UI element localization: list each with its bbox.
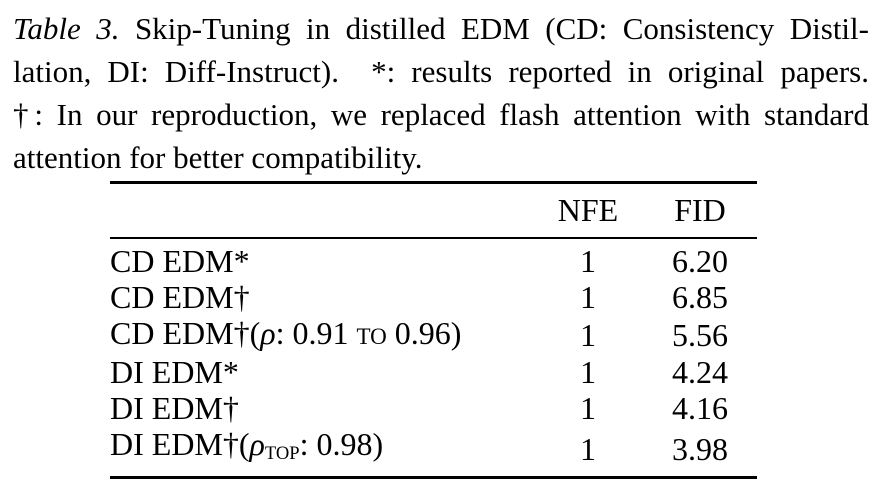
table-row: DI EDM†(ρTOP: 0.98) 1 3.98 — [110, 426, 757, 478]
method-segment: DI EDM* — [110, 354, 239, 390]
method-segment: : 0.98) — [299, 426, 384, 462]
method-cell: CD EDM* — [110, 238, 533, 279]
method-segment: : 0.91 — [275, 315, 357, 351]
results-table: NFE FID CD EDM* 1 6.20 CD EDM† 1 6.85 CD EDM†(… — [110, 181, 757, 480]
nfe-cell: 1 — [580, 279, 596, 315]
method-segment: DI EDM† — [110, 390, 239, 426]
caption-table-number: Table 3. — [13, 11, 120, 46]
method-segment: CD EDM†( — [110, 315, 261, 351]
fid-cell: 5.56 — [672, 316, 728, 353]
table-caption: Table 3. Skip-Tuning in distilled EDM (C… — [13, 7, 869, 179]
table-row: CD EDM†(ρ: 0.91 TO 0.96) 1 5.56 — [110, 315, 757, 354]
caption-text: Skip-Tuning in distilled EDM (CD: Consis… — [119, 11, 869, 46]
fid-cell: 6.20 — [672, 243, 728, 279]
method-segment: CD EDM* — [110, 243, 250, 279]
method-segment: ρ — [260, 315, 276, 351]
table-row: CD EDM† 1 6.85 — [110, 279, 757, 315]
method-segment: DI EDM†( — [110, 426, 250, 462]
method-segment: ρ — [249, 426, 265, 462]
table-row: CD EDM* 1 6.20 — [110, 238, 757, 279]
nfe-cell: 1 — [580, 316, 596, 353]
results-table-wrap: NFE FID CD EDM* 1 6.20 CD EDM† 1 6.85 CD EDM†(… — [110, 181, 757, 480]
method-cell: DI EDM† — [110, 390, 533, 426]
table-header-row: NFE FID — [110, 182, 757, 239]
caption-line: attention for better compatibility. — [13, 140, 423, 175]
method-segment: TOP — [264, 443, 300, 465]
method-cell: DI EDM†(ρTOP: 0.98) — [110, 426, 533, 478]
caption-line: †: In our reproduction, we replaced flas… — [13, 97, 869, 132]
method-cell: CD EDM†(ρ: 0.91 TO 0.96) — [110, 315, 533, 354]
nfe-cell: 1 — [580, 431, 596, 468]
col-header-method — [110, 182, 533, 239]
nfe-cell: 1 — [580, 354, 596, 390]
method-segment: TO — [356, 323, 387, 349]
fid-cell: 3.98 — [672, 431, 728, 468]
col-header-nfe: NFE — [533, 182, 643, 239]
nfe-cell: 1 — [580, 243, 596, 279]
method-segment: CD EDM† — [110, 279, 250, 315]
fid-cell: 4.16 — [672, 390, 728, 426]
nfe-cell: 1 — [580, 390, 596, 426]
caption-line: lation, DI: Diff-Instruct). *: results r… — [13, 54, 869, 89]
fid-cell: 6.85 — [672, 279, 728, 315]
method-cell: CD EDM† — [110, 279, 533, 315]
table-row: DI EDM* 1 4.24 — [110, 354, 757, 390]
results-table-body: CD EDM* 1 6.20 CD EDM† 1 6.85 CD EDM†(ρ: 0.91 … — [110, 238, 757, 478]
caption-line: Table 3. Skip-Tuning in distilled EDM (C… — [13, 7, 869, 50]
method-cell: DI EDM* — [110, 354, 533, 390]
table-row: DI EDM† 1 4.16 — [110, 390, 757, 426]
fid-cell: 4.24 — [672, 354, 728, 390]
method-segment: 0.96) — [386, 315, 462, 351]
col-header-fid: FID — [643, 182, 757, 239]
